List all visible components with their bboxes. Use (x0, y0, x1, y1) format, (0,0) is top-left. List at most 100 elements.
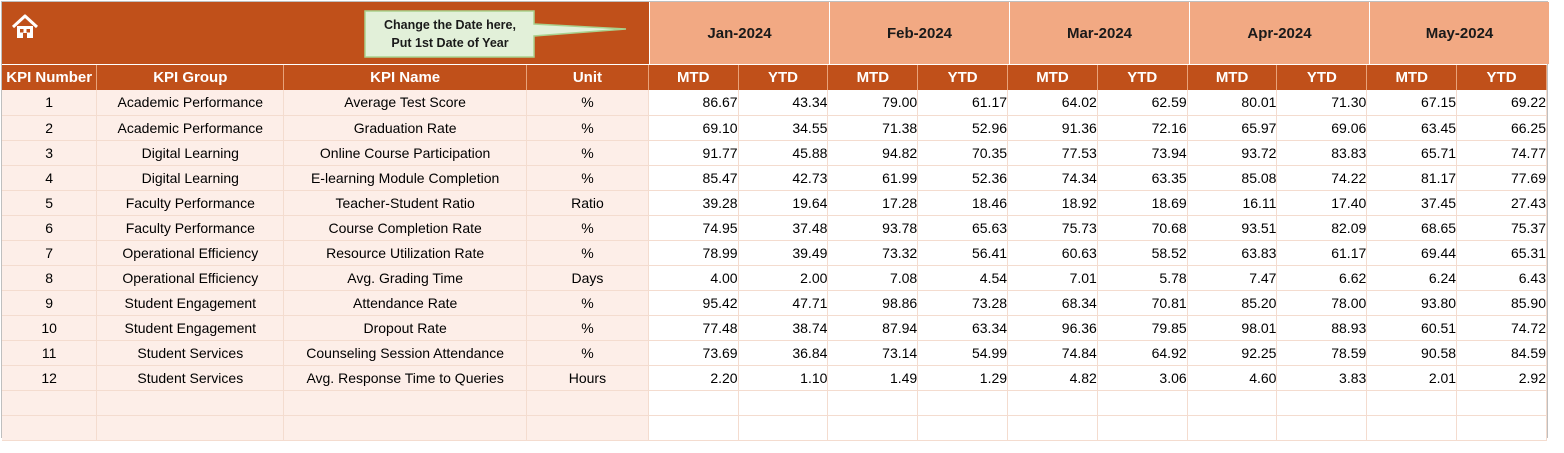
mtd-value-cell[interactable]: 2.01 (1366, 365, 1458, 391)
ytd-value-cell[interactable]: 74.72 (1456, 315, 1547, 341)
empty-cell[interactable] (1007, 415, 1098, 441)
ytd-value-cell[interactable]: 52.36 (917, 165, 1009, 191)
kpi-number-cell[interactable]: 3 (2, 140, 98, 166)
mtd-value-cell[interactable]: 69.44 (1366, 240, 1458, 266)
mtd-value-cell[interactable]: 1.49 (827, 365, 919, 391)
mtd-value-cell[interactable]: 74.34 (1007, 165, 1098, 191)
ytd-value-cell[interactable]: 65.31 (1456, 240, 1547, 266)
ytd-value-cell[interactable]: 66.25 (1456, 115, 1547, 141)
mtd-value-cell[interactable]: 7.47 (1187, 265, 1278, 291)
header-ytd[interactable]: YTD (1276, 65, 1368, 90)
ytd-value-cell[interactable]: 18.69 (1097, 190, 1188, 216)
unit-cell[interactable]: Ratio (526, 190, 649, 216)
kpi-group-cell[interactable]: Digital Learning (96, 140, 285, 166)
empty-cell[interactable] (526, 390, 649, 416)
unit-cell[interactable]: % (526, 215, 649, 241)
mtd-value-cell[interactable]: 63.83 (1187, 240, 1278, 266)
ytd-value-cell[interactable]: 85.90 (1456, 290, 1547, 316)
ytd-value-cell[interactable]: 69.22 (1456, 90, 1547, 116)
kpi-name-cell[interactable]: Average Test Score (283, 90, 528, 116)
mtd-value-cell[interactable]: 68.65 (1366, 215, 1458, 241)
empty-cell[interactable] (738, 390, 829, 416)
mtd-value-cell[interactable]: 61.99 (827, 165, 919, 191)
empty-cell[interactable] (283, 415, 528, 441)
ytd-value-cell[interactable]: 2.00 (738, 265, 829, 291)
mtd-value-cell[interactable]: 63.45 (1366, 115, 1458, 141)
mtd-value-cell[interactable]: 95.42 (648, 290, 739, 316)
mtd-value-cell[interactable]: 86.67 (648, 90, 739, 116)
kpi-group-cell[interactable]: Academic Performance (96, 90, 285, 116)
ytd-value-cell[interactable]: 84.59 (1456, 340, 1547, 366)
kpi-name-cell[interactable]: Avg. Response Time to Queries (283, 365, 528, 391)
mtd-value-cell[interactable]: 93.80 (1366, 290, 1458, 316)
ytd-value-cell[interactable]: 2.92 (1456, 365, 1547, 391)
header-ytd[interactable]: YTD (917, 65, 1009, 90)
ytd-value-cell[interactable]: 65.63 (917, 215, 1009, 241)
mtd-value-cell[interactable]: 85.20 (1187, 290, 1278, 316)
mtd-value-cell[interactable]: 69.10 (648, 115, 739, 141)
mtd-value-cell[interactable]: 77.48 (648, 315, 739, 341)
kpi-group-cell[interactable]: Student Services (96, 340, 285, 366)
ytd-value-cell[interactable]: 70.81 (1097, 290, 1188, 316)
unit-cell[interactable]: % (526, 340, 649, 366)
empty-cell[interactable] (1366, 415, 1458, 441)
ytd-value-cell[interactable]: 5.78 (1097, 265, 1188, 291)
kpi-name-cell[interactable]: Teacher-Student Ratio (283, 190, 528, 216)
mtd-value-cell[interactable]: 60.63 (1007, 240, 1098, 266)
unit-cell[interactable]: Days (526, 265, 649, 291)
mtd-value-cell[interactable]: 92.25 (1187, 340, 1278, 366)
mtd-value-cell[interactable]: 4.60 (1187, 365, 1278, 391)
kpi-group-cell[interactable]: Faculty Performance (96, 215, 285, 241)
ytd-value-cell[interactable]: 61.17 (1276, 240, 1368, 266)
empty-cell[interactable] (1187, 390, 1278, 416)
kpi-name-cell[interactable]: Attendance Rate (283, 290, 528, 316)
empty-cell[interactable] (917, 415, 1009, 441)
kpi-name-cell[interactable]: Graduation Rate (283, 115, 528, 141)
ytd-value-cell[interactable]: 1.10 (738, 365, 829, 391)
ytd-value-cell[interactable]: 39.49 (738, 240, 829, 266)
ytd-value-cell[interactable]: 43.34 (738, 90, 829, 116)
header-ytd[interactable]: YTD (1456, 65, 1547, 90)
mtd-value-cell[interactable]: 80.01 (1187, 90, 1278, 116)
mtd-value-cell[interactable]: 68.34 (1007, 290, 1098, 316)
ytd-value-cell[interactable]: 36.84 (738, 340, 829, 366)
empty-cell[interactable] (648, 415, 739, 441)
ytd-value-cell[interactable]: 19.64 (738, 190, 829, 216)
ytd-value-cell[interactable]: 1.29 (917, 365, 1009, 391)
ytd-value-cell[interactable]: 52.96 (917, 115, 1009, 141)
unit-cell[interactable]: % (526, 165, 649, 191)
kpi-name-cell[interactable]: Resource Utilization Rate (283, 240, 528, 266)
ytd-value-cell[interactable]: 88.93 (1276, 315, 1368, 341)
ytd-value-cell[interactable]: 58.52 (1097, 240, 1188, 266)
mtd-value-cell[interactable]: 4.00 (648, 265, 739, 291)
ytd-value-cell[interactable]: 79.85 (1097, 315, 1188, 341)
mtd-value-cell[interactable]: 65.97 (1187, 115, 1278, 141)
mtd-value-cell[interactable]: 60.51 (1366, 315, 1458, 341)
mtd-value-cell[interactable]: 16.11 (1187, 190, 1278, 216)
month-header-cell[interactable]: Mar-2024 (1009, 2, 1189, 64)
kpi-name-cell[interactable]: Counseling Session Attendance (283, 340, 528, 366)
empty-cell[interactable] (1366, 390, 1458, 416)
mtd-value-cell[interactable]: 73.69 (648, 340, 739, 366)
mtd-value-cell[interactable]: 73.32 (827, 240, 919, 266)
empty-cell[interactable] (1456, 415, 1547, 441)
mtd-value-cell[interactable]: 85.47 (648, 165, 739, 191)
empty-cell[interactable] (648, 390, 739, 416)
header-kpi-name[interactable]: KPI Name (283, 65, 528, 90)
ytd-value-cell[interactable]: 42.73 (738, 165, 829, 191)
home-icon[interactable] (10, 12, 40, 42)
month-header-cell[interactable]: Apr-2024 (1189, 2, 1369, 64)
mtd-value-cell[interactable]: 74.84 (1007, 340, 1098, 366)
ytd-value-cell[interactable]: 82.09 (1276, 215, 1368, 241)
kpi-group-cell[interactable]: Academic Performance (96, 115, 285, 141)
unit-cell[interactable]: % (526, 90, 649, 116)
ytd-value-cell[interactable]: 75.37 (1456, 215, 1547, 241)
ytd-value-cell[interactable]: 17.40 (1276, 190, 1368, 216)
mtd-value-cell[interactable]: 90.58 (1366, 340, 1458, 366)
ytd-value-cell[interactable]: 34.55 (738, 115, 829, 141)
kpi-group-cell[interactable]: Operational Efficiency (96, 265, 285, 291)
mtd-value-cell[interactable]: 75.73 (1007, 215, 1098, 241)
mtd-value-cell[interactable]: 73.14 (827, 340, 919, 366)
ytd-value-cell[interactable]: 70.68 (1097, 215, 1188, 241)
mtd-value-cell[interactable]: 98.86 (827, 290, 919, 316)
